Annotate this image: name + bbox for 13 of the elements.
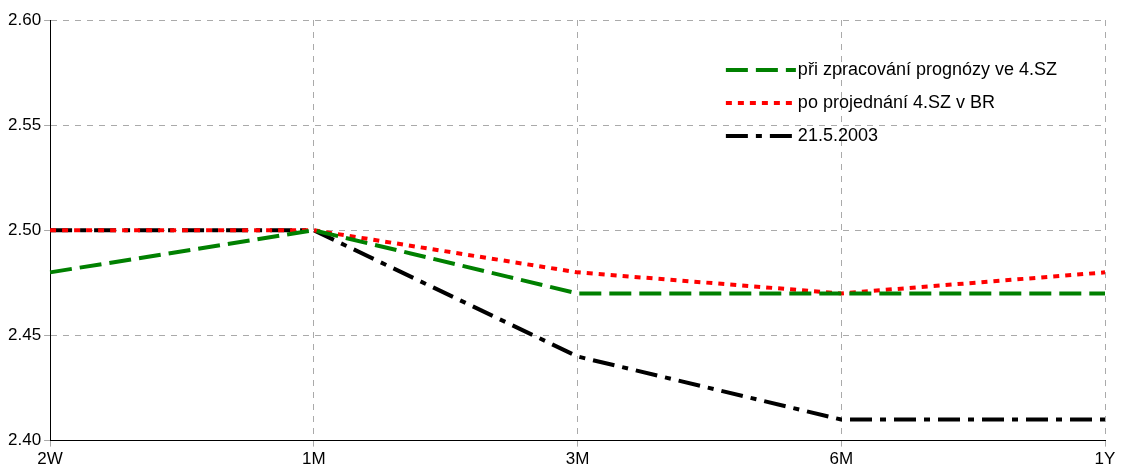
x-tick-label: 1Y [1094, 449, 1116, 469]
y-tick-label: 2.55 [7, 114, 42, 134]
legend-label: při zpracování prognózy ve 4.SZ [797, 58, 1058, 79]
x-tick-label: 2W [37, 449, 63, 469]
y-tick-label: 2.50 [7, 219, 42, 239]
y-tick-label: 2.40 [7, 430, 42, 450]
legend-label: po projednání 4.SZ v BR [797, 91, 995, 112]
x-tick-label: 1M [302, 449, 326, 469]
y-tick-label: 2.45 [7, 325, 42, 345]
legend-label: 21.5.2003 [797, 124, 878, 145]
x-tick-label: 3M [565, 449, 590, 469]
y-tick-label: 2.60 [7, 9, 42, 29]
x-tick-label: 6M [829, 449, 854, 469]
